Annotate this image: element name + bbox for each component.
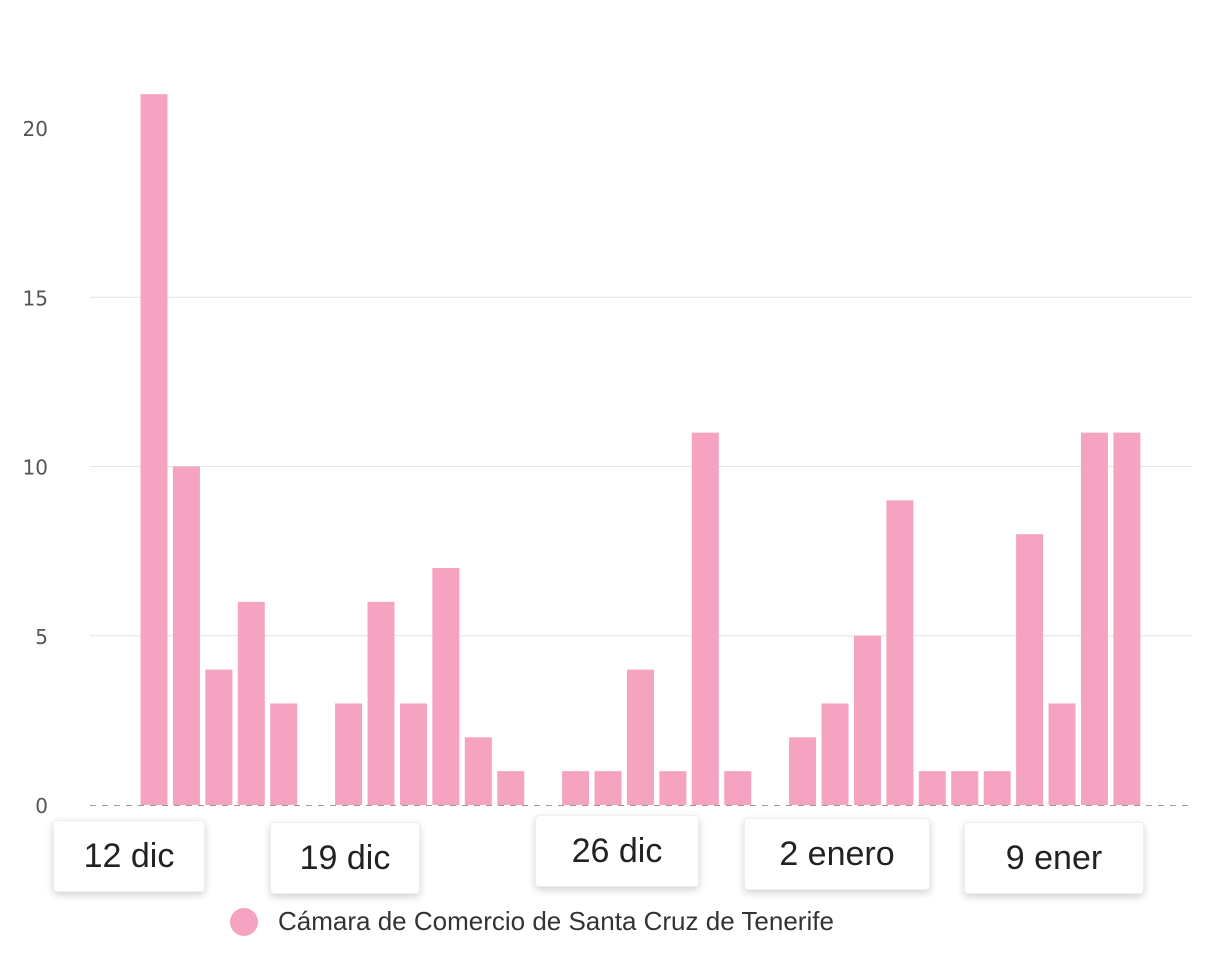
bar-3-enero[interactable]: [853, 635, 881, 805]
x-tick-label: 12 dic: [53, 820, 205, 892]
x-tick-label: 2 enero: [744, 818, 930, 890]
bar-13-dic[interactable]: [172, 466, 200, 806]
y-tick-label: 10: [23, 456, 48, 480]
x-tick-label: 9 ener: [964, 822, 1144, 894]
bar-9-enero[interactable]: [1048, 703, 1076, 805]
bar-15-dic[interactable]: [237, 601, 265, 805]
bar-7-enero[interactable]: [983, 771, 1011, 805]
bar-23-dic[interactable]: [497, 771, 525, 805]
bar-4-enero[interactable]: [886, 500, 914, 805]
bar-1-enero[interactable]: [789, 737, 817, 805]
bar-8-enero[interactable]: [1016, 534, 1044, 805]
y-tick-label: 20: [23, 117, 48, 141]
y-tick-label: 15: [23, 286, 48, 310]
y-tick-label: 0: [35, 794, 48, 818]
bar-16-dic[interactable]: [270, 703, 298, 805]
bar-14-dic[interactable]: [205, 669, 233, 805]
y-tick-label: 5: [35, 625, 48, 649]
bar-22-dic[interactable]: [464, 737, 492, 805]
bar-11-enero[interactable]: [1113, 432, 1141, 805]
bar-26-dic[interactable]: [594, 771, 622, 805]
x-tick-label: 26 dic: [535, 815, 699, 887]
bar-2-enero[interactable]: [821, 703, 849, 805]
bar-21-dic[interactable]: [432, 568, 460, 805]
bar-18-dic[interactable]: [335, 703, 363, 805]
bar-20-dic[interactable]: [399, 703, 427, 805]
bar-27-dic[interactable]: [626, 669, 654, 805]
bar-10-enero[interactable]: [1080, 432, 1108, 805]
bar-6-enero[interactable]: [951, 771, 979, 805]
bar-29-dic[interactable]: [691, 432, 719, 805]
bar-5-enero[interactable]: [918, 771, 946, 805]
bar-12-dic[interactable]: [140, 94, 168, 805]
bar-25-dic[interactable]: [562, 771, 590, 805]
legend[interactable]: Cámara de Comercio de Santa Cruz de Tene…: [230, 906, 834, 937]
bar-19-dic[interactable]: [367, 601, 395, 805]
bar-30-dic[interactable]: [724, 771, 752, 805]
legend-swatch: [230, 907, 258, 936]
legend-label: Cámara de Comercio de Santa Cruz de Tene…: [278, 906, 834, 936]
x-tick-label: 19 dic: [270, 822, 420, 894]
bar-28-dic[interactable]: [659, 771, 687, 805]
